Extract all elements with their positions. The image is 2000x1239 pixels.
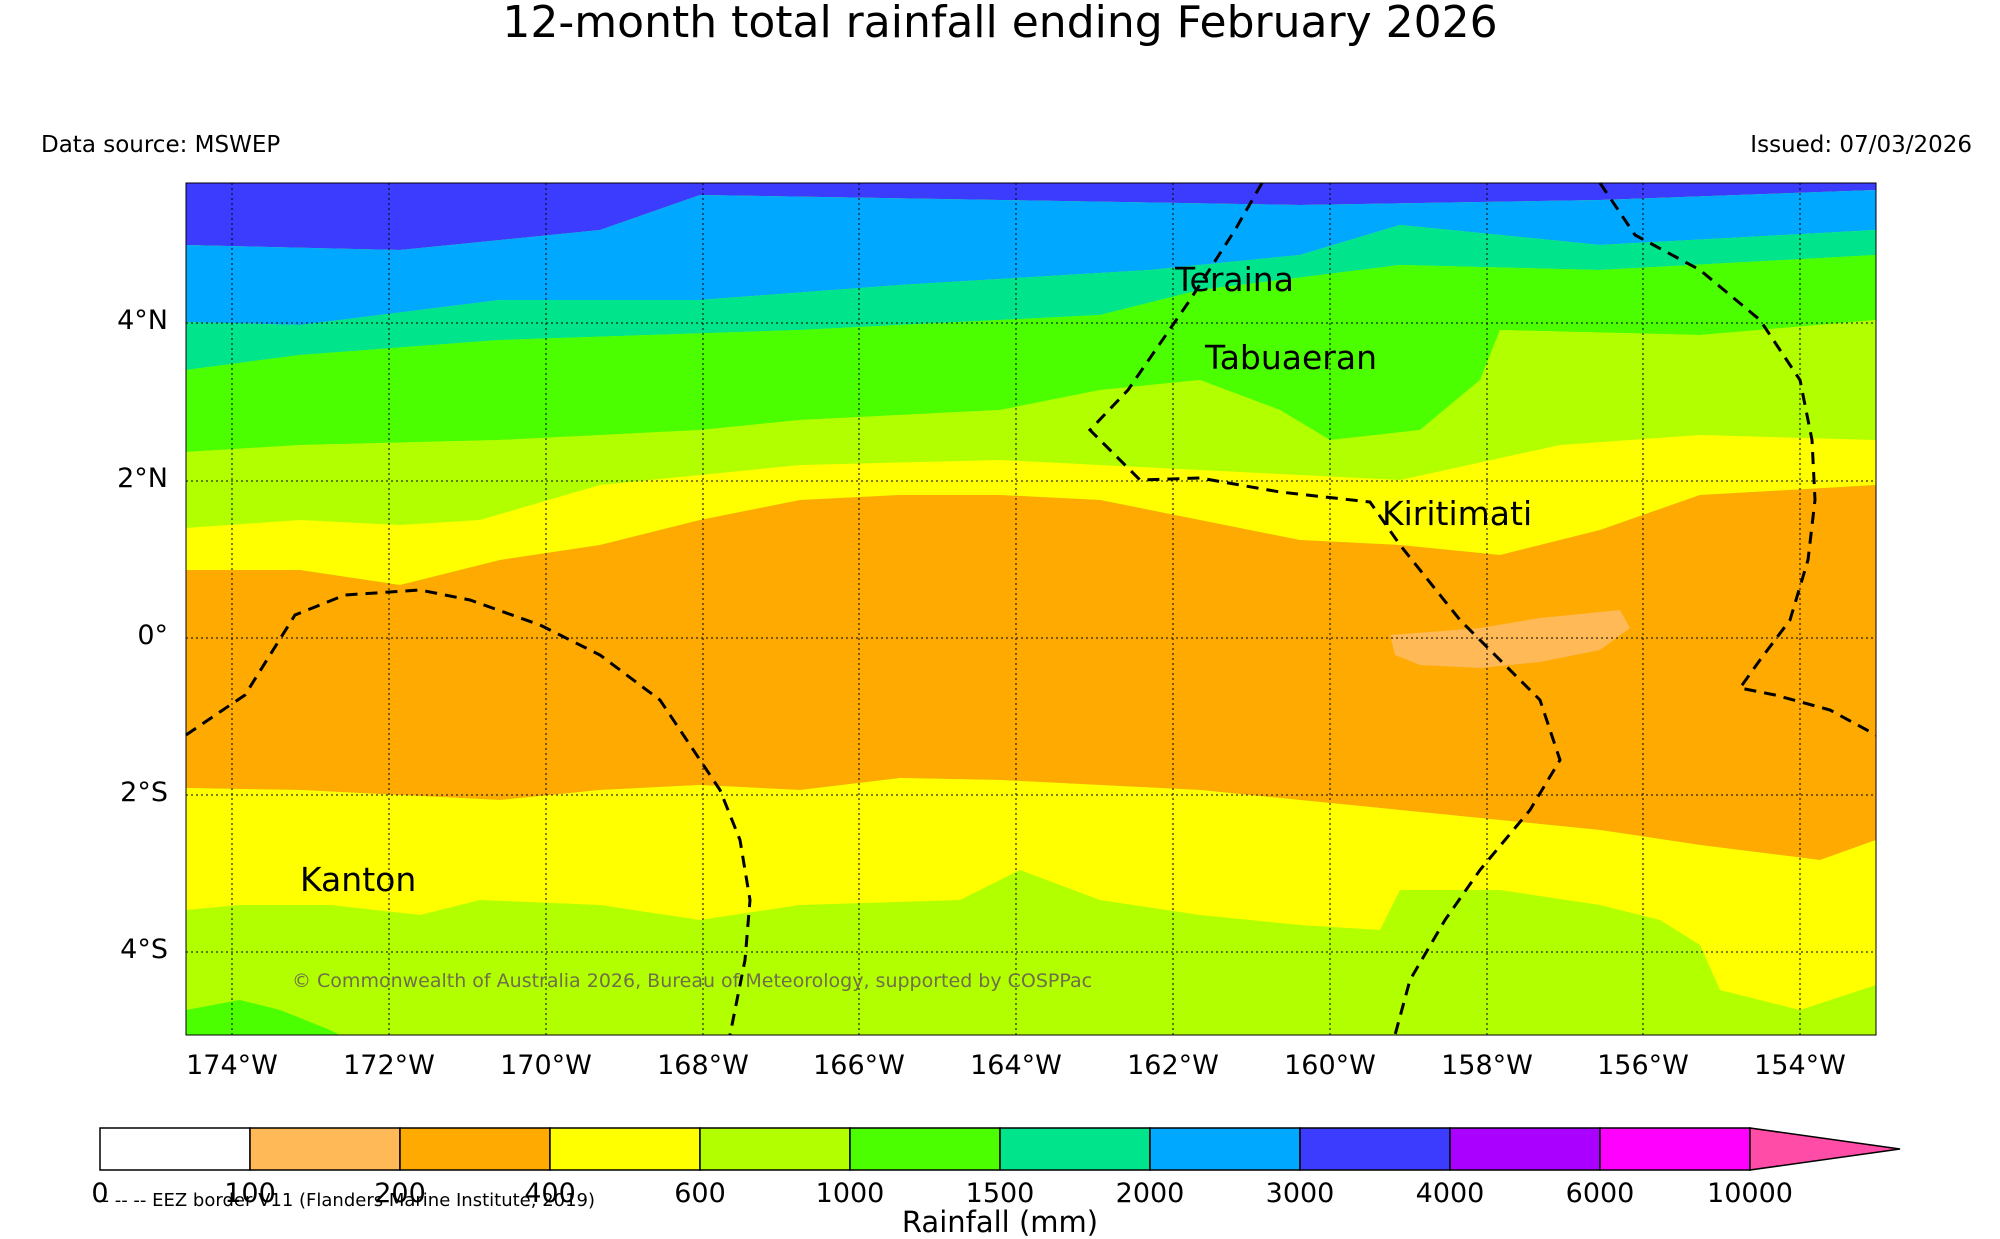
colorbar-segment [999,1127,1151,1171]
lon-label: 158°W [1441,1050,1533,1081]
place-kanton: Kanton [300,860,417,899]
lon-label: 174°W [186,1050,278,1081]
lon-label: 154°W [1754,1050,1846,1081]
colorbar-tick: 100 [224,1178,276,1209]
rainfall-bands [186,183,1876,1035]
issued-date: Issued: 07/03/2026 [1750,132,1972,158]
colorbar-segment [1299,1127,1451,1171]
lon-label: 160°W [1284,1050,1376,1081]
band-1000-1500 [186,320,1876,528]
colorbar-segment [249,1127,401,1171]
band-1500-2000 [186,255,1876,452]
lat-label: 4°S [120,934,168,965]
colorbar-segment [549,1127,701,1171]
lat-label: 4°N [117,305,168,336]
band-3000-4000 [186,190,1876,325]
band-4000-6000 [186,183,1876,250]
colorbar-tick: 10000 [1707,1178,1793,1209]
colorbar-tick: 400 [524,1178,576,1209]
eez-borders [185,182,1877,1036]
band-200-400 [186,485,1876,860]
band-400-600-north [186,435,1876,585]
colorbar-segment [1149,1127,1301,1171]
band-100-200 [1390,610,1630,668]
colorbar-segment [849,1127,1001,1171]
lat-label: 0° [137,620,168,651]
colorbar-tick: 0 [91,1178,109,1209]
graticule [186,183,1876,1035]
lon-label: 156°W [1597,1050,1689,1081]
lon-label: 166°W [813,1050,905,1081]
band-1000-1500-south-patch [186,1000,340,1035]
colorbar-tick: 1000 [815,1178,885,1209]
colorbar-segment [399,1127,551,1171]
colorbar-tick: 6000 [1565,1178,1635,1209]
colorbar-tick: 4000 [1415,1178,1485,1209]
eez-legend: -- -- -- EEZ border V11 (Flanders Marine… [96,1190,596,1211]
place-teraina: Teraina [1175,260,1294,299]
colorbar [99,1127,1901,1171]
colorbar-segment [99,1127,251,1171]
band-400-600-south [186,778,1876,1010]
colorbar-segment [1599,1127,1751,1171]
colorbar-tick: 3000 [1265,1178,1335,1209]
colorbar-extension [1749,1127,1901,1171]
data-source: Data source: MSWEP [41,132,281,158]
place-tabuaeran: Tabuaeran [1205,338,1378,377]
copyright-note: © Commonwealth of Australia 2026, Bureau… [292,970,1093,992]
colorbar-segment [1449,1127,1601,1171]
lat-label: 2°N [117,463,168,494]
map-title: 12-month total rainfall ending February … [502,0,1498,48]
colorbar-segment [699,1127,851,1171]
place-kiritimati: Kiritimati [1382,494,1533,533]
colorbar-tick: 200 [374,1178,426,1209]
lon-label: 172°W [343,1050,435,1081]
lon-label: 168°W [657,1050,749,1081]
lon-label: 170°W [500,1050,592,1081]
colorbar-tick: 600 [674,1178,726,1209]
lon-label: 164°W [970,1050,1062,1081]
lat-label: 2°S [120,777,168,808]
map-frame [185,182,1877,1036]
colorbar-tick: 2000 [1115,1178,1185,1209]
band-2000-3000 [186,225,1876,370]
lon-label: 162°W [1127,1050,1219,1081]
colorbar-title: Rainfall (mm) [901,1205,1099,1239]
colorbar-tick: 1500 [965,1178,1035,1209]
